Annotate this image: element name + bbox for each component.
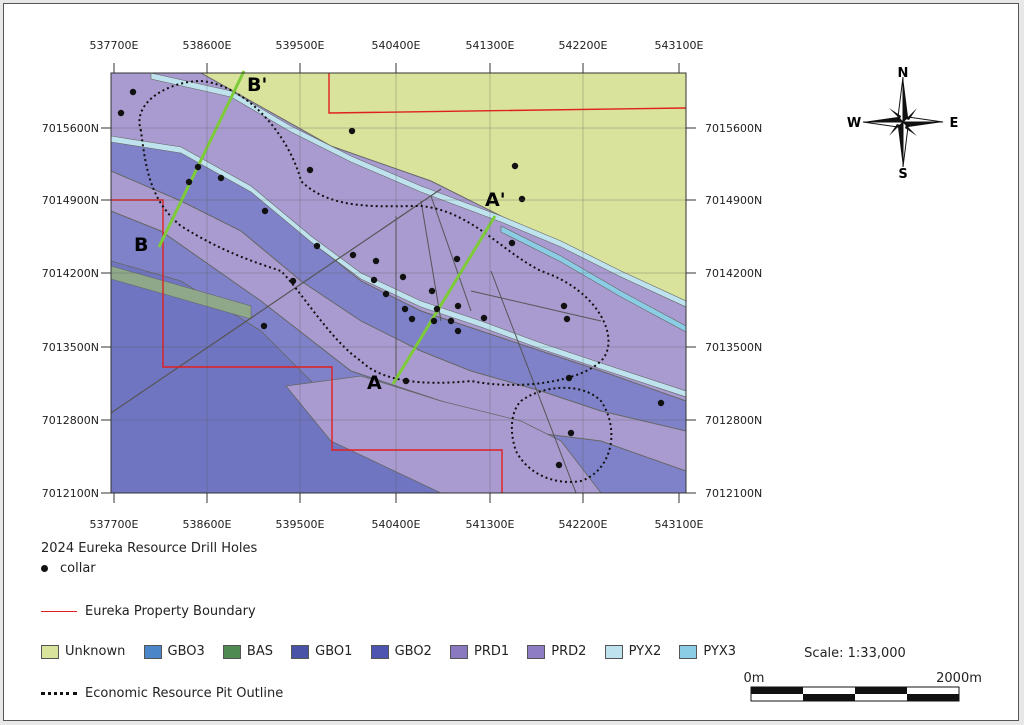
unit-pyx3-band	[500, 225, 686, 333]
section-label-b: B	[134, 234, 148, 256]
collar-icon	[41, 565, 48, 572]
legend-unit: PRD2	[527, 644, 586, 659]
y-tick-label: 7014200N	[705, 267, 762, 280]
x-tick-label: 540400E	[372, 518, 421, 531]
scale-start: 0m	[744, 671, 765, 686]
map-sheet: B' B A' A 537700E 538600E 539500E 540400…	[3, 3, 1019, 721]
geology-units	[111, 73, 686, 493]
legend-unit: PYX2	[604, 644, 662, 659]
unit-pyx2-band	[111, 135, 686, 398]
compass-e: E	[950, 116, 959, 131]
swatch-icon	[527, 644, 546, 659]
legend-unit: PRD1	[449, 644, 510, 659]
fault-line	[430, 195, 472, 312]
x-tick-label: 539500E	[276, 39, 325, 52]
swatch-icon	[41, 644, 59, 659]
unit-label: GBO1	[315, 644, 353, 659]
y-tick-label: 7015600N	[42, 122, 99, 135]
unit-label: Unknown	[65, 644, 126, 659]
y-tick-label: 7014200N	[42, 267, 99, 280]
map-frame	[110, 72, 687, 494]
unit-label: GBO2	[394, 644, 432, 659]
y-tick-label: 7012800N	[705, 414, 762, 427]
section-label-a: A	[367, 372, 382, 394]
legend-unit: PYX3	[679, 644, 736, 659]
y-tick-label: 7015600N	[705, 122, 762, 135]
unit-prd2-area	[285, 375, 602, 493]
y-tick-label: 7012100N	[705, 487, 762, 500]
x-tick-label: 543100E	[655, 518, 704, 531]
section-label-b-prime: B'	[247, 74, 267, 96]
swatch-icon	[679, 644, 698, 659]
legend-collar-label: collar	[60, 561, 96, 576]
fault-line	[490, 270, 577, 493]
y-tick-label: 7014900N	[705, 194, 762, 207]
fault-line	[420, 200, 442, 322]
y-tick-label: 7012800N	[42, 414, 99, 427]
legend-unit: BAS	[222, 644, 273, 659]
grid-ticks	[101, 63, 696, 503]
legend-unit: GBO2	[370, 644, 432, 659]
property-boundary	[328, 73, 686, 114]
unit-label: BAS	[246, 644, 273, 659]
legend-pit: Economic Resource Pit Outline	[41, 686, 283, 701]
x-tick-label: 538600E	[183, 518, 232, 531]
y-tick-label: 7012100N	[42, 487, 99, 500]
swatch-icon	[370, 644, 389, 659]
unit-label: PRD2	[551, 644, 587, 659]
section-line-aa	[391, 215, 497, 385]
unit-label: PRD1	[473, 644, 510, 659]
x-tick-label: 543100E	[655, 39, 704, 52]
collar-points	[117, 88, 665, 469]
y-tick-label: 7013500N	[42, 341, 99, 354]
x-tick-label: 542200E	[559, 39, 608, 52]
fault-line	[470, 290, 602, 322]
x-tick-label: 538600E	[183, 39, 232, 52]
map-canvas: B' B A' A 537700E 538600E 539500E 540400…	[42, 39, 982, 702]
compass-w: W	[847, 116, 861, 131]
legend-unit: GBO3	[143, 644, 205, 659]
scale-end: 2000m	[936, 671, 982, 686]
x-tick-label: 541300E	[466, 518, 515, 531]
y-tick-label: 7014900N	[42, 194, 99, 207]
swatch-icon	[604, 644, 623, 659]
legend-units: Unknown GBO3 BAS GBO1 GBO2 PRD1 PRD2 PYX…	[41, 644, 750, 659]
section-line-bb	[157, 70, 246, 248]
fault-line	[111, 188, 442, 414]
unit-label: PYX2	[628, 644, 662, 659]
x-tick-label: 539500E	[276, 518, 325, 531]
swatch-icon	[291, 644, 310, 659]
swatch-icon	[222, 644, 241, 659]
compass-rose-icon	[862, 76, 944, 168]
pit-outline-main	[138, 79, 610, 386]
legend-pit-label: Economic Resource Pit Outline	[85, 686, 284, 701]
legend-boundary: Eureka Property Boundary	[41, 604, 256, 619]
legend-unit: Unknown	[41, 644, 125, 659]
swatch-icon	[143, 644, 162, 659]
unit-label: PYX3	[703, 644, 737, 659]
unit-bas-band	[111, 265, 252, 320]
pit-outline-icon	[41, 692, 77, 695]
compass-s: S	[898, 167, 907, 182]
boundary-line-icon	[41, 611, 77, 612]
pit-outline-south	[510, 386, 613, 483]
legend-collar: collar	[41, 561, 96, 576]
unit-pyx2-north-band	[150, 73, 686, 308]
swatch-icon	[449, 644, 468, 659]
legend-boundary-label: Eureka Property Boundary	[85, 604, 256, 619]
x-tick-label: 537700E	[90, 39, 139, 52]
y-tick-label: 7013500N	[705, 341, 762, 354]
unit-label: GBO3	[167, 644, 205, 659]
x-tick-label: 537700E	[90, 518, 139, 531]
x-tick-label: 540400E	[372, 39, 421, 52]
scale-bar	[750, 686, 960, 702]
legend-unit: GBO1	[291, 644, 352, 659]
x-tick-label: 542200E	[559, 518, 608, 531]
x-tick-label: 541300E	[466, 39, 515, 52]
legend-drill-title: 2024 Eureka Resource Drill Holes	[41, 541, 258, 556]
scale-label: Scale: 1:33,000	[804, 646, 906, 661]
compass-n: N	[898, 66, 909, 81]
